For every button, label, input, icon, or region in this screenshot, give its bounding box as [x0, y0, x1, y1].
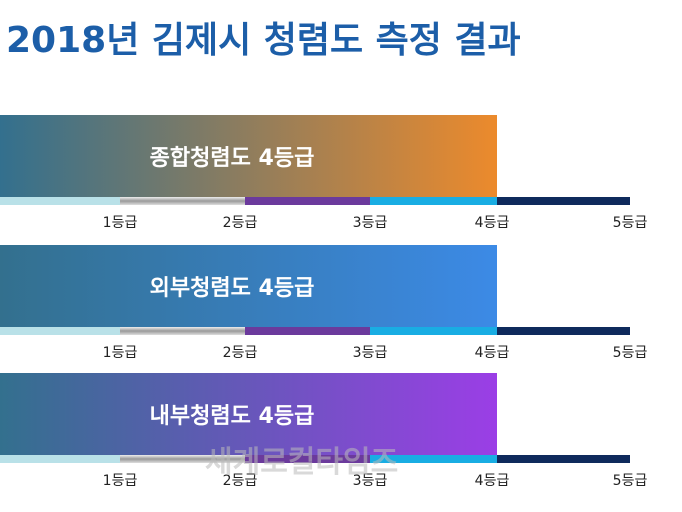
panel-label: 내부청렴도 4등급 [150, 404, 315, 429]
scale-strip [0, 327, 120, 335]
panel-label: 종합청렴도 4등급 [150, 145, 315, 171]
panel-label: 외부청렴도 4등급 [150, 276, 315, 301]
panel-bar [0, 115, 497, 197]
scale-label: 2등급 [223, 345, 258, 361]
title: 2018년 김제시 청렴도 측정 결과 [6, 20, 521, 61]
scale-strip [245, 455, 370, 463]
scale-label: 3등급 [353, 215, 388, 231]
scale-strip [120, 197, 245, 205]
scale-strip [370, 197, 497, 205]
scale-label: 1등급 [103, 215, 138, 231]
scale-strip [245, 197, 370, 205]
scale-strip [497, 327, 630, 335]
scale-strip [497, 455, 630, 463]
scale-strip [0, 197, 120, 205]
scale-label: 2등급 [223, 473, 258, 489]
scale-label: 5등급 [613, 473, 648, 489]
scale-strip [120, 455, 245, 463]
scale-label: 5등급 [613, 345, 648, 361]
scale-strip [0, 455, 120, 463]
scale-strip [245, 327, 370, 335]
scale-label: 2등급 [223, 215, 258, 231]
scale-label: 4등급 [475, 215, 510, 231]
scale-label: 1등급 [103, 345, 138, 361]
scale-label: 3등급 [353, 345, 388, 361]
scale-label: 3등급 [353, 473, 388, 489]
scale-label: 4등급 [475, 345, 510, 361]
scale-label: 5등급 [613, 215, 648, 231]
scale-label: 4등급 [475, 473, 510, 489]
scale-label: 1등급 [103, 473, 138, 489]
scale-strip [497, 197, 630, 205]
scale-strip [370, 455, 497, 463]
panel-bar [0, 373, 497, 455]
scale-strip [120, 327, 245, 335]
watermark: 세계로컬타임즈 [205, 445, 398, 480]
scale-strip [370, 327, 497, 335]
panel-bar [0, 245, 497, 327]
